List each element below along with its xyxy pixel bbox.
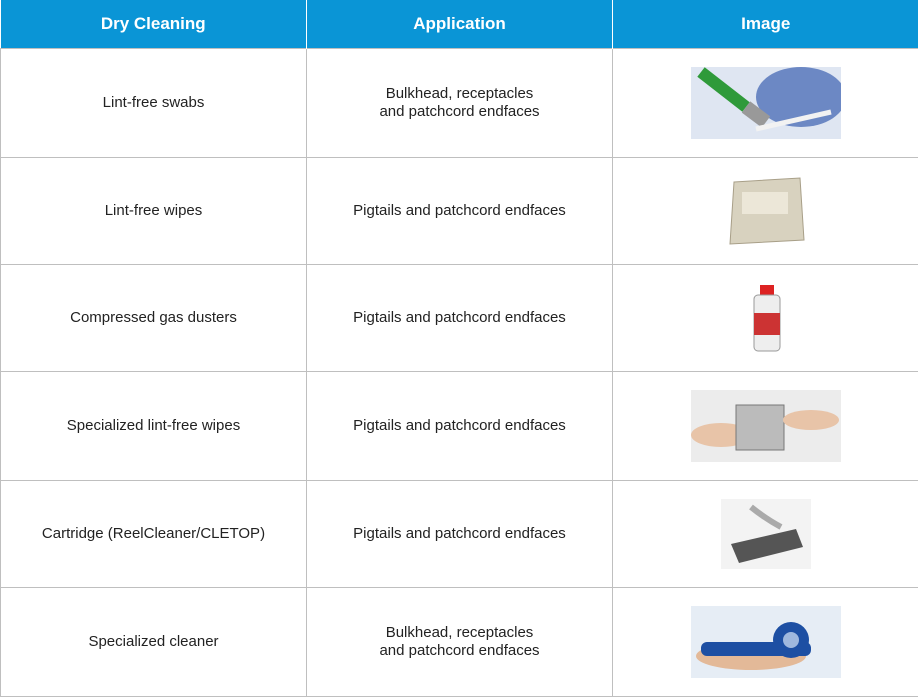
image-cell xyxy=(613,481,918,588)
item-cell: Compressed gas dusters xyxy=(1,265,307,372)
swab-image xyxy=(691,67,841,139)
item-cell: Specialized lint-free wipes xyxy=(1,372,307,481)
application-cell: Pigtails and patchcord endfaces xyxy=(307,265,613,372)
row: Compressed gas dusters Pigtails and patc… xyxy=(1,265,918,372)
row: Cartridge (ReelCleaner/CLETOP) Pigtails … xyxy=(1,481,918,588)
application-cell: Bulkhead, receptacles and patchcord endf… xyxy=(307,588,613,697)
image-cell xyxy=(613,588,918,697)
image-cell xyxy=(613,265,918,372)
row: Lint-free wipes Pigtails and patchcord e… xyxy=(1,158,918,265)
application-cell: Pigtails and patchcord endfaces xyxy=(307,481,613,588)
item-cell: Specialized cleaner xyxy=(1,588,307,697)
header-cell: Image xyxy=(613,0,918,49)
application-cell: Pigtails and patchcord endfaces xyxy=(307,158,613,265)
image-cell xyxy=(613,49,918,158)
header-row: Dry Cleaning Application Image xyxy=(1,0,918,49)
specialized-wipes-image xyxy=(691,390,841,462)
application-cell: Bulkhead, receptacles and patchcord endf… xyxy=(307,49,613,158)
cartridge-image xyxy=(721,499,811,569)
application-cell: Pigtails and patchcord endfaces xyxy=(307,372,613,481)
header-cell: Dry Cleaning xyxy=(1,0,307,49)
row: Specialized lint-free wipes Pigtails and… xyxy=(1,372,918,481)
header-cell: Application xyxy=(307,0,613,49)
row: Lint-free swabs Bulkhead, receptacles an… xyxy=(1,49,918,158)
item-cell: Lint-free wipes xyxy=(1,158,307,265)
wipes-image xyxy=(726,176,806,246)
cleaner-image xyxy=(691,606,841,678)
item-cell: Lint-free swabs xyxy=(1,49,307,158)
image-cell xyxy=(613,372,918,481)
page: Dry Cleaning Application Image Lint-free… xyxy=(0,0,918,525)
row: Specialized cleaner Bulkhead, receptacle… xyxy=(1,588,918,697)
duster-image xyxy=(746,283,786,353)
image-cell xyxy=(613,158,918,265)
item-cell: Cartridge (ReelCleaner/CLETOP) xyxy=(1,481,307,588)
